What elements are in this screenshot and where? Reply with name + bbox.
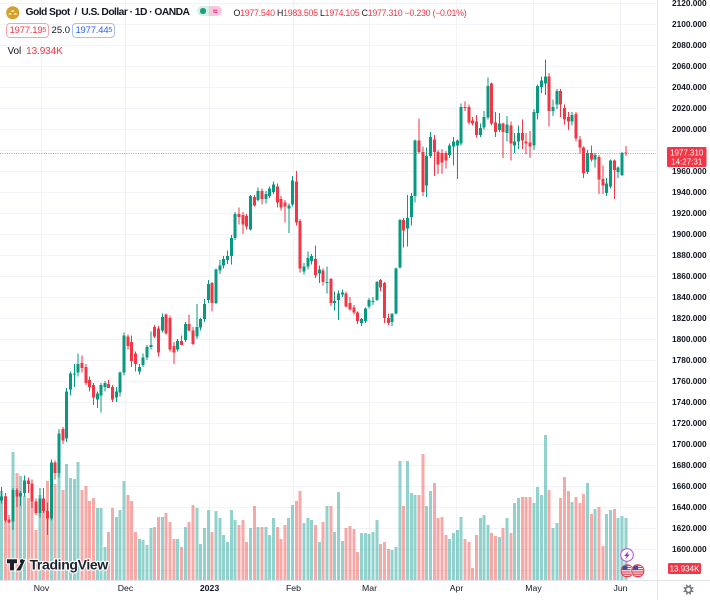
- svg-text:2040.000: 2040.000: [672, 82, 707, 92]
- svg-text:1920.000: 1920.000: [672, 208, 707, 218]
- svg-text:14:27:31: 14:27:31: [671, 158, 703, 167]
- svg-text:2100.000: 2100.000: [672, 19, 707, 29]
- svg-text:Apr: Apr: [450, 583, 464, 593]
- svg-text:Nov: Nov: [34, 583, 50, 593]
- svg-text:1780.000: 1780.000: [672, 355, 707, 365]
- svg-text:Jun: Jun: [613, 583, 627, 593]
- svg-text:2020.000: 2020.000: [672, 103, 707, 113]
- svg-text:1720.000: 1720.000: [672, 418, 707, 428]
- svg-text:1760.000: 1760.000: [672, 376, 707, 386]
- svg-text:1940.000: 1940.000: [672, 187, 707, 197]
- svg-text:1960.000: 1960.000: [672, 166, 707, 176]
- svg-text:1660.000: 1660.000: [672, 481, 707, 491]
- svg-text:1840.000: 1840.000: [672, 292, 707, 302]
- svg-text:2023: 2023: [200, 583, 219, 593]
- svg-text:13.934K: 13.934K: [670, 565, 700, 574]
- svg-text:Feb: Feb: [286, 583, 301, 593]
- svg-text:2060.000: 2060.000: [672, 61, 707, 71]
- svg-text:1880.000: 1880.000: [672, 250, 707, 260]
- svg-text:1600.000: 1600.000: [672, 544, 707, 554]
- svg-text:1800.000: 1800.000: [672, 334, 707, 344]
- svg-text:TradingView: TradingView: [30, 557, 109, 573]
- svg-text:1620.000: 1620.000: [672, 523, 707, 533]
- svg-text:Dec: Dec: [118, 583, 134, 593]
- svg-text:1700.000: 1700.000: [672, 439, 707, 449]
- svg-text:1680.000: 1680.000: [672, 460, 707, 470]
- svg-text:2120.000: 2120.000: [672, 0, 707, 8]
- svg-text:1740.000: 1740.000: [672, 397, 707, 407]
- svg-text:1977.310: 1977.310: [670, 149, 704, 158]
- svg-text:1900.000: 1900.000: [672, 229, 707, 239]
- svg-text:May: May: [525, 583, 542, 593]
- svg-text:2000.000: 2000.000: [672, 124, 707, 134]
- svg-text:1820.000: 1820.000: [672, 313, 707, 323]
- svg-text:2080.000: 2080.000: [672, 40, 707, 50]
- svg-text:1860.000: 1860.000: [672, 271, 707, 281]
- svg-text:1640.000: 1640.000: [672, 502, 707, 512]
- svg-text:Mar: Mar: [362, 583, 377, 593]
